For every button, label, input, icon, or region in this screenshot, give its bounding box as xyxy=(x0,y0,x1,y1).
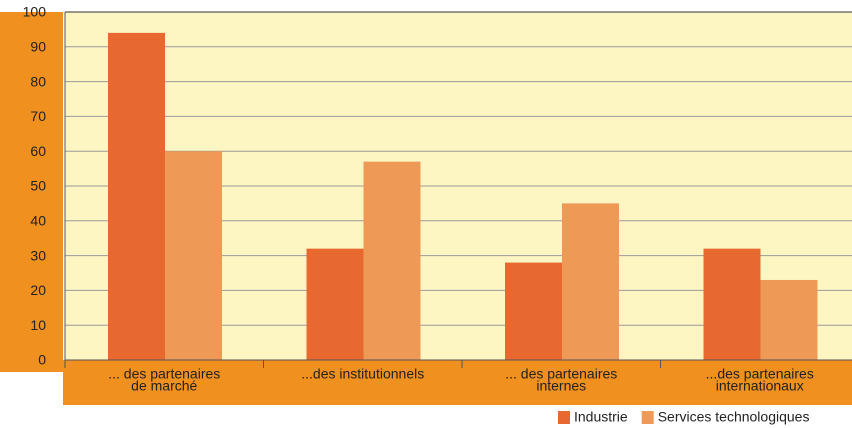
x-tick-label: ... des partenaires xyxy=(108,366,220,382)
y-tick-label: 100 xyxy=(23,4,47,20)
x-tick-label: ... des partenaires xyxy=(505,366,617,382)
y-axis-band xyxy=(0,12,63,372)
bar xyxy=(703,248,761,360)
y-tick-label: 20 xyxy=(30,282,46,298)
legend-label: Industrie xyxy=(574,409,628,425)
y-tick-label: 10 xyxy=(30,317,46,333)
bar xyxy=(562,203,619,360)
x-tick-label: de marché xyxy=(131,378,197,394)
x-axis-band xyxy=(63,360,852,405)
legend-swatch xyxy=(641,411,654,424)
x-tick-label: internationaux xyxy=(716,378,804,394)
y-tick-label: 90 xyxy=(30,39,46,55)
bar xyxy=(165,151,222,360)
bar xyxy=(108,32,165,360)
y-tick-label: 70 xyxy=(30,108,46,124)
bar xyxy=(363,161,421,360)
legend-swatch xyxy=(558,411,570,424)
x-tick-label: ...des institutionnels xyxy=(301,366,424,382)
y-tick-label: 50 xyxy=(30,178,46,194)
y-tick-label: 80 xyxy=(30,73,46,89)
bar xyxy=(760,279,818,360)
x-tick-label: internes xyxy=(536,378,586,394)
legend-label: Services technologiques xyxy=(658,409,810,425)
y-tick-label: 40 xyxy=(30,213,46,229)
bar xyxy=(505,262,562,360)
bar xyxy=(306,248,364,360)
y-tick-label: 0 xyxy=(38,352,46,368)
x-tick-label: ...des partenaires xyxy=(706,366,814,382)
y-tick-label: 30 xyxy=(30,247,46,263)
y-tick-label: 60 xyxy=(30,143,46,159)
